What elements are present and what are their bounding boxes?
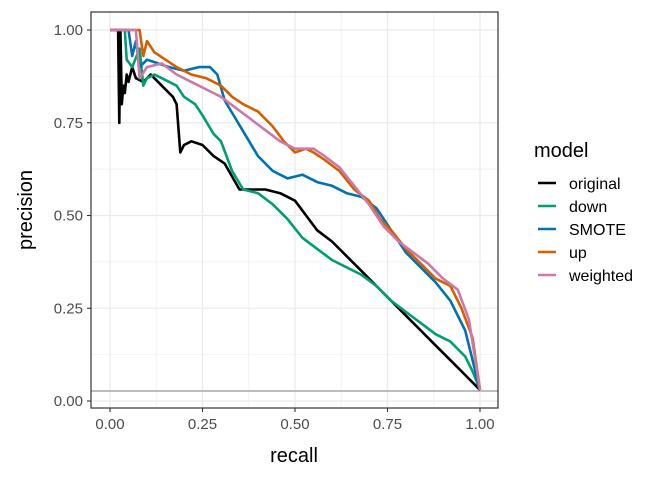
y-axis-title: precision (15, 170, 37, 250)
y-tick-label: 1.00 (54, 22, 83, 39)
legend-label: original (569, 176, 621, 193)
y-tick-label: 0.50 (54, 208, 83, 225)
series-line-up (110, 28, 482, 391)
x-axis-title: recall (270, 445, 318, 467)
y-tick-label: 0.25 (54, 300, 83, 317)
legend-label: up (569, 245, 587, 262)
x-axis-ticks: 0.00 0.25 0.50 0.75 1.00 (95, 408, 495, 433)
legend-item-weighted: weighted (538, 268, 633, 285)
x-tick-label: 0.00 (95, 416, 124, 433)
series-lines (110, 28, 482, 391)
x-tick-label: 0.75 (373, 416, 402, 433)
series-line-weighted (110, 28, 482, 391)
y-axis-ticks: 0.00 0.25 0.50 0.75 1.00 (54, 22, 91, 410)
legend-label: down (569, 199, 607, 216)
y-tick-label: 0.75 (54, 115, 83, 132)
grid-major (91, 12, 498, 408)
series-line-smote (110, 28, 482, 391)
legend-label: weighted (568, 268, 633, 285)
legend-item-original: original (538, 176, 621, 193)
x-tick-label: 0.50 (280, 416, 309, 433)
series-line-down (110, 28, 482, 391)
x-tick-label: 1.00 (465, 416, 494, 433)
legend-label: SMOTE (569, 222, 626, 239)
legend-item-smote: SMOTE (538, 222, 626, 239)
y-tick-label: 0.00 (54, 393, 83, 410)
x-tick-label: 0.25 (188, 416, 217, 433)
legend-item-up: up (538, 245, 587, 262)
legend-item-down: down (538, 199, 607, 216)
legend-title: model (534, 140, 588, 162)
legend: model original down SMOTE up weighted (534, 140, 633, 285)
